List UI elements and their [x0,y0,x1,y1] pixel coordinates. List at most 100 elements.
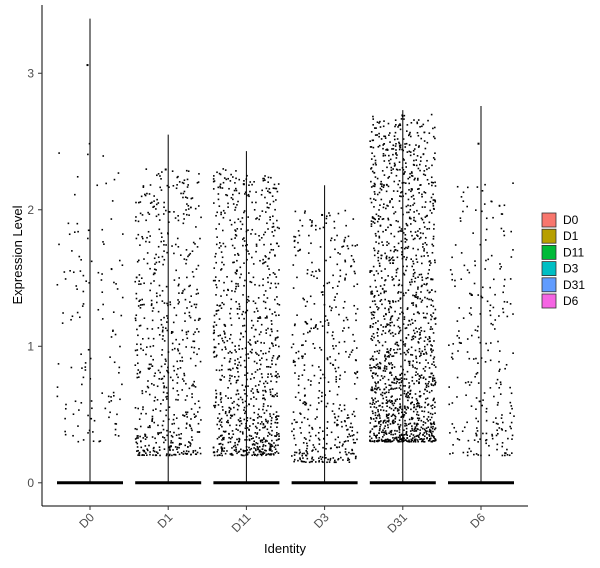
data-point [477,441,479,443]
data-point [415,159,418,161]
data-point [247,229,249,231]
data-point [197,292,200,295]
data-point [403,378,406,380]
data-point [137,369,140,371]
data-point [391,381,394,384]
data-point [103,243,105,245]
data-point [266,382,269,385]
data-point [373,254,376,257]
data-point [238,344,240,347]
data-point [391,148,393,150]
data-point [249,344,252,346]
data-point [183,415,186,417]
data-point [216,437,219,440]
data-point [373,316,375,319]
data-point [434,323,437,325]
data-point [336,292,338,295]
data-point [306,269,309,271]
data-point [432,135,435,138]
data-point [168,221,170,223]
data-point [405,222,408,225]
data-point [256,442,259,445]
data-point [413,439,416,442]
data-point [181,356,183,359]
data-point [379,388,381,391]
data-point [380,438,383,441]
data-point [371,300,374,303]
data-point [163,244,165,246]
data-point [221,406,224,408]
data-point [177,219,180,222]
data-point [416,131,419,134]
data-point [414,367,416,369]
data-point [388,162,391,165]
data-point [172,184,175,187]
data-point [237,440,240,443]
data-point [231,290,233,292]
data-point [276,226,279,229]
data-point [153,268,156,271]
data-point [408,189,410,191]
data-point [344,279,346,281]
data-point [418,237,421,240]
data-point [247,357,250,359]
data-point [470,381,473,384]
data-point [388,399,391,402]
data-point [428,376,431,378]
data-point [422,173,425,176]
data-point [343,240,346,243]
data-point [271,343,274,345]
data-point [220,269,222,271]
data-point [302,333,305,335]
data-point [405,439,407,441]
data-point [492,421,495,423]
data-point [189,425,192,427]
data-point [262,394,265,396]
data-point [267,431,270,434]
data-point [406,265,408,268]
data-point [391,420,394,423]
data-point [479,341,482,344]
data-point [315,270,317,273]
data-point [241,454,244,457]
data-point [386,424,389,426]
data-point [175,373,178,376]
data-point [408,396,410,399]
data-point [404,419,406,422]
data-point [218,205,221,207]
data-point [403,256,405,258]
data-point [398,145,401,147]
data-point [146,436,148,439]
data-point [394,248,397,251]
data-point [189,301,191,303]
data-point [271,450,273,452]
data-point [167,366,169,369]
data-point [138,280,140,282]
data-point [195,268,198,270]
data-point [428,132,431,134]
data-point [230,351,233,354]
data-point [139,201,142,203]
data-point [198,348,200,350]
data-point [271,359,273,362]
data-point [238,192,241,195]
data-point [416,234,418,237]
data-point [492,216,494,219]
data-point [418,328,420,330]
data-point [384,354,386,357]
data-point [408,386,410,389]
data-point [419,429,421,431]
data-point [428,167,430,169]
data-point [429,437,432,440]
data-point [348,461,351,463]
data-point [258,429,261,431]
data-point [398,327,401,329]
data-point [498,205,501,207]
data-point [172,365,175,368]
data-point [259,423,262,425]
data-point [152,337,155,340]
data-point [238,424,241,427]
data-point [431,289,433,291]
data-point [302,457,304,459]
data-point [372,399,375,401]
